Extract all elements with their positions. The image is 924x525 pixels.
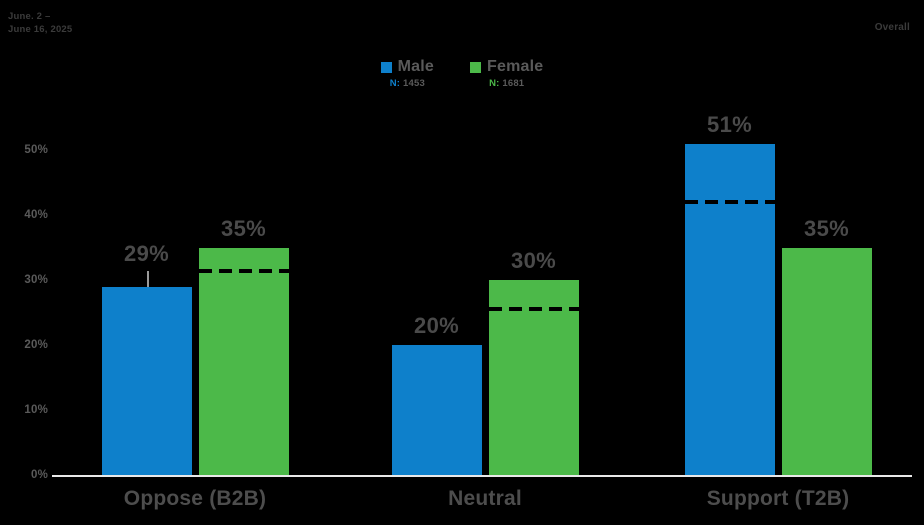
bar-value-label: 51%	[707, 111, 752, 137]
y-axis-tick-label: 20%	[24, 339, 48, 352]
bar-value-label: 30%	[511, 248, 556, 274]
x-axis-category-label: Oppose (B2B)	[123, 487, 267, 510]
error-bar	[146, 270, 149, 287]
date-range-label: June. 2 – June 16, 2025	[8, 11, 73, 35]
chart-legend: Male N: 1453 Female N: 1681	[0, 58, 924, 89]
bar-value-label: 20%	[414, 313, 459, 339]
legend-item-male[interactable]: Male N: 1453	[380, 58, 435, 89]
benchmark-line	[684, 200, 775, 205]
x-axis-category-label: Neutral	[448, 487, 522, 510]
bar-value-label: 29%	[124, 240, 169, 266]
segment-label: Overall	[874, 22, 910, 33]
bar-female-2[interactable]	[781, 247, 872, 475]
legend-label: Male	[397, 58, 435, 75]
bar-female-0[interactable]	[198, 247, 289, 475]
legend-sample-size: N: 1453	[390, 78, 425, 89]
x-axis-category-label: Support (T2B)	[706, 487, 850, 510]
legend-label: Female	[487, 58, 544, 75]
y-axis-tick-label: 40%	[24, 209, 48, 222]
bar-value-label: 35%	[804, 215, 849, 241]
legend-n-key: N:	[489, 78, 500, 89]
y-axis-tick-label: 30%	[24, 274, 48, 287]
bar-male-2[interactable]	[684, 143, 775, 475]
square-swatch-icon	[470, 61, 482, 73]
benchmark-line	[198, 268, 289, 273]
benchmark-line	[488, 307, 579, 312]
square-swatch-icon	[380, 61, 392, 73]
x-axis-line	[52, 475, 912, 477]
y-axis-tick-label: 50%	[24, 144, 48, 157]
y-axis-tick-label: 0%	[30, 469, 48, 481]
legend-n-value: 1681	[502, 78, 525, 89]
legend-n-value: 1453	[403, 78, 425, 89]
bar-female-1[interactable]	[488, 280, 579, 475]
bar-male-1[interactable]	[391, 345, 482, 475]
legend-sample-size: N: 1681	[489, 78, 524, 89]
bar-male-0[interactable]	[101, 286, 192, 475]
y-axis-tick-label: 10%	[24, 404, 48, 417]
legend-n-key: N:	[389, 78, 401, 89]
bar-value-label: 35%	[221, 215, 266, 241]
legend-item-female[interactable]: Female N: 1681	[470, 58, 543, 89]
